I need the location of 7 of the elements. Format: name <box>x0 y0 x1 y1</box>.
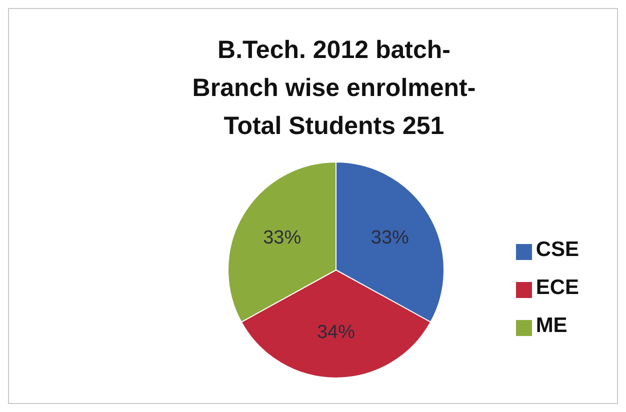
chart-title: B.Tech. 2012 batch-Branch wise enrolment- Total Students 251 <box>191 35 477 142</box>
data-label: 33% <box>263 228 302 249</box>
data-label: 34% <box>316 322 356 344</box>
data-label: 33% <box>370 228 410 249</box>
legend-label: ECE <box>536 276 579 299</box>
legend-label: CSE <box>536 238 579 261</box>
legend-label: ME <box>536 314 568 337</box>
